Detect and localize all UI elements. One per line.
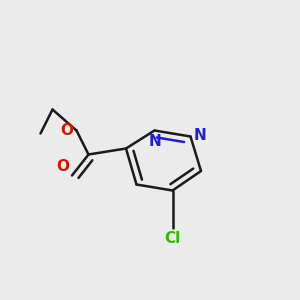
Text: N: N bbox=[194, 128, 206, 142]
Text: O: O bbox=[61, 123, 74, 138]
Text: O: O bbox=[56, 159, 69, 174]
Text: N: N bbox=[148, 134, 161, 148]
Text: Cl: Cl bbox=[164, 231, 181, 246]
